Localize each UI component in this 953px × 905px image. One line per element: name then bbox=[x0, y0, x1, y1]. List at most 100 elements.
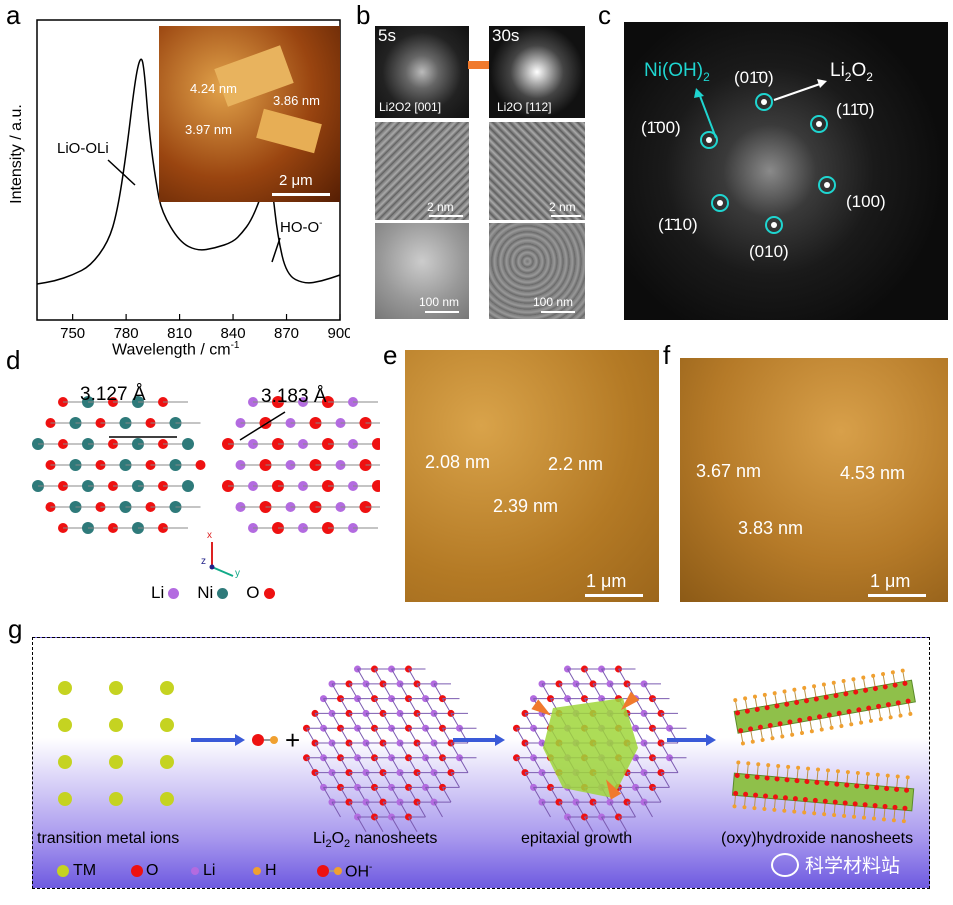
rod-h bbox=[790, 732, 795, 737]
rod-h bbox=[888, 715, 893, 720]
lattice-d: x y z bbox=[32, 396, 380, 579]
legend-o: O bbox=[246, 583, 260, 602]
rod-o bbox=[782, 795, 788, 801]
ni-arrow bbox=[699, 95, 717, 139]
rod-h-bond bbox=[734, 795, 736, 806]
watermark: 科学材料站 bbox=[771, 851, 900, 878]
rod-h-bond bbox=[756, 765, 759, 776]
rod-h bbox=[800, 731, 805, 736]
rod-h bbox=[871, 673, 876, 678]
rod-h-bond bbox=[902, 671, 906, 682]
rod-h bbox=[891, 818, 896, 823]
rod-h bbox=[908, 711, 913, 716]
rod-o bbox=[833, 693, 839, 699]
peak2-sup: - bbox=[319, 218, 323, 229]
rod-o bbox=[774, 776, 780, 782]
rod-o bbox=[864, 784, 870, 790]
rod-o bbox=[853, 689, 859, 695]
panel-g-label: g bbox=[8, 614, 23, 644]
sheet-bond bbox=[567, 816, 577, 832]
panel-a-chart: 750 780 810 840 870 900 bbox=[36, 19, 350, 342]
rod-o bbox=[892, 804, 898, 810]
rod-o bbox=[882, 684, 888, 690]
rod-o bbox=[767, 722, 773, 728]
nanosheet-rod-2 bbox=[731, 760, 915, 824]
rod-h-bond bbox=[803, 801, 806, 812]
rod-h-bond bbox=[858, 711, 862, 722]
rod-h bbox=[845, 770, 850, 775]
rod-o bbox=[748, 726, 754, 732]
sheet-bond bbox=[331, 801, 341, 818]
afm-e-h2: 2.2 nm bbox=[548, 454, 604, 474]
rod-h bbox=[852, 814, 857, 819]
rod-o bbox=[813, 696, 819, 702]
rod-h-bond bbox=[898, 704, 901, 715]
spot-label-5: (010) bbox=[749, 242, 789, 261]
rod-h bbox=[890, 670, 895, 675]
rod-h bbox=[806, 766, 811, 771]
rod-h-bond bbox=[826, 771, 829, 782]
peak2-text: HO-O bbox=[280, 219, 320, 236]
rod-h-bond bbox=[892, 673, 896, 684]
peak2-label: HO-O- bbox=[280, 218, 323, 236]
ni-label: Ni(OH)2 bbox=[644, 60, 710, 84]
rod-h-bond bbox=[740, 732, 744, 743]
rod-h bbox=[782, 808, 787, 813]
rod-h bbox=[832, 813, 837, 818]
rod-h-bond bbox=[796, 768, 799, 779]
rod-h-bond bbox=[868, 709, 872, 720]
li-tail: O bbox=[851, 60, 867, 81]
tem-30s-scale: 100 nm bbox=[533, 295, 574, 309]
rod-o bbox=[784, 777, 790, 783]
rod-h-bond bbox=[793, 800, 796, 811]
atom-center bbox=[372, 438, 380, 450]
svg-text:x: x bbox=[207, 530, 212, 541]
rod-h-bond bbox=[876, 775, 879, 786]
rod-h bbox=[901, 819, 906, 824]
rod-h-bond bbox=[813, 687, 817, 698]
tm-ion bbox=[160, 755, 174, 769]
peak1-label: LiO-OLi bbox=[57, 140, 109, 157]
rod-o bbox=[757, 724, 763, 730]
rod-h bbox=[855, 770, 860, 775]
afm-f-image: 3.67 nm 4.53 nm 3.83 nm 1 μm bbox=[680, 358, 948, 602]
svg-text:y: y bbox=[235, 568, 240, 579]
afm-f-h1: 3.67 nm bbox=[696, 461, 762, 481]
rod-o bbox=[826, 712, 832, 718]
rod-o bbox=[797, 717, 803, 723]
x-tick-label: 840 bbox=[221, 325, 246, 342]
axes-icon: x y z bbox=[201, 530, 240, 579]
step-label-4: (oxy)hydroxide nanosheets bbox=[721, 830, 914, 847]
rod-h-bond bbox=[806, 769, 809, 780]
rod-h bbox=[862, 815, 867, 820]
a-xlabel-text: Wavelength / cm bbox=[112, 341, 231, 359]
rod-h bbox=[750, 739, 755, 744]
rod-o bbox=[754, 706, 760, 712]
peak1-pointer bbox=[107, 159, 136, 186]
rod-h-bond bbox=[839, 715, 842, 726]
d2-line bbox=[239, 411, 286, 441]
hrtem-30s-scale: 2 nm bbox=[549, 200, 576, 214]
rod-h bbox=[881, 817, 886, 822]
rod-h bbox=[865, 771, 870, 776]
li-sub2: 2 bbox=[866, 69, 873, 84]
legend-o-g: O bbox=[146, 862, 159, 879]
rod-h bbox=[841, 679, 846, 684]
hrtem-5s-scale: 2 nm bbox=[427, 200, 454, 214]
rod-h-bond bbox=[878, 708, 882, 719]
li-sub: 2 bbox=[844, 69, 852, 84]
rod-h-bond bbox=[863, 678, 866, 689]
rod-h bbox=[825, 768, 830, 773]
sheet-bond bbox=[442, 787, 452, 803]
atom-center bbox=[182, 480, 194, 492]
rod-o bbox=[734, 772, 740, 778]
rod-h-bond bbox=[789, 723, 793, 734]
panel-d-label: d bbox=[6, 345, 21, 375]
rod-h bbox=[743, 696, 748, 701]
fft-5s-caption: Li2O2 [001] bbox=[379, 100, 442, 114]
rod-o bbox=[862, 802, 868, 808]
rod-h-bond bbox=[744, 699, 748, 710]
tm-ion bbox=[109, 681, 123, 695]
afm-f-bar bbox=[868, 594, 926, 597]
x-tick-label: 780 bbox=[114, 325, 139, 342]
